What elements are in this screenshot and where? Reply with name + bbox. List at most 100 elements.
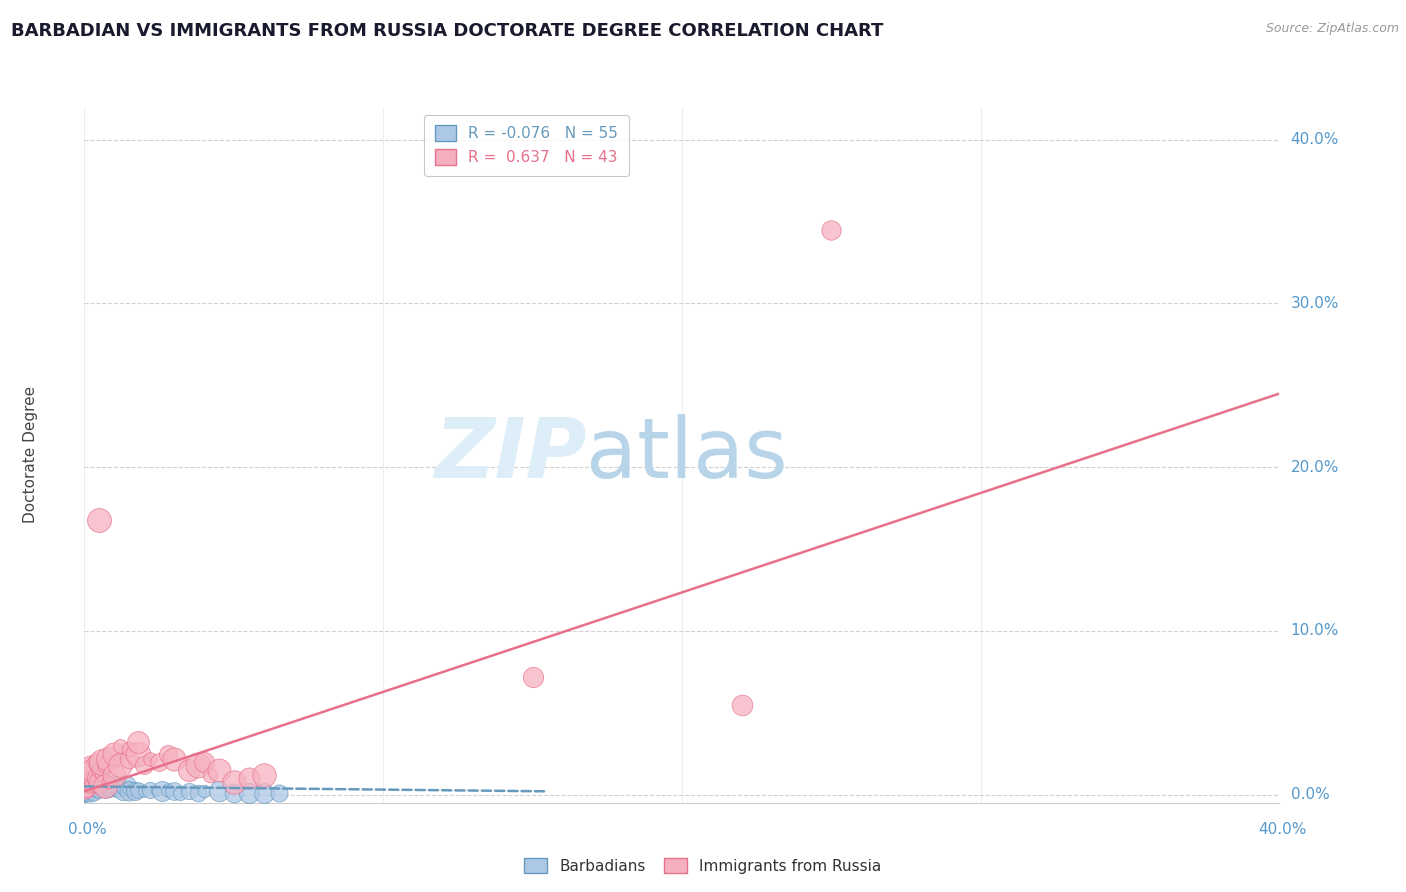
Point [86,776,108,790]
Point [89,774,111,789]
Point [105,784,128,798]
Point [193,784,215,798]
Point [97,774,120,789]
Point [193,755,215,769]
Legend: Barbadians, Immigrants from Russia: Barbadians, Immigrants from Russia [519,852,887,880]
Point [91,768,114,782]
Point [118,784,141,798]
Point [253,786,276,800]
Point [110,780,132,795]
Point [103,778,125,792]
Point [91,774,114,789]
Point [127,735,149,749]
Point [82,776,104,790]
Point [208,763,231,777]
Point [148,755,170,769]
Point [145,784,167,798]
Point [198,768,221,782]
Point [94,782,117,797]
Point [76,782,98,797]
Point [157,782,180,797]
Point [177,763,200,777]
Point [187,758,209,772]
Point [79,782,101,797]
Point [79,771,101,785]
Point [91,780,114,795]
Point [97,751,120,765]
Point [82,784,104,798]
Point [89,778,111,792]
Point [127,782,149,797]
Point [76,784,98,798]
Text: 0.0%: 0.0% [1291,787,1330,802]
Point [79,768,101,782]
Point [94,780,117,794]
Point [115,780,138,794]
Point [73,780,96,794]
Point [73,780,96,795]
Text: 40.0%: 40.0% [1258,822,1306,837]
Point [91,755,114,769]
Point [222,774,245,789]
Point [253,768,276,782]
Legend: R = -0.076   N = 55, R =  0.637   N = 43: R = -0.076 N = 55, R = 0.637 N = 43 [425,115,628,176]
Point [86,782,108,797]
Point [163,751,186,765]
Point [121,782,143,797]
Point [79,776,101,790]
Point [238,771,260,785]
Point [86,771,108,785]
Point [157,747,180,761]
Point [132,784,156,798]
Point [82,763,104,777]
Point [73,788,96,802]
Point [79,758,101,772]
Text: 40.0%: 40.0% [1291,132,1339,147]
Point [89,763,111,777]
Point [76,774,98,789]
Point [139,782,162,797]
Point [820,223,842,237]
Point [86,755,108,769]
Point [238,786,260,800]
Point [89,784,111,798]
Point [76,780,98,794]
Point [127,747,149,761]
Text: 0.0%: 0.0% [67,822,107,837]
Text: BARBADIAN VS IMMIGRANTS FROM RUSSIA DOCTORATE DEGREE CORRELATION CHART: BARBADIAN VS IMMIGRANTS FROM RUSSIA DOCT… [11,22,883,40]
Point [94,776,117,790]
Text: Doctorate Degree: Doctorate Degree [24,386,38,524]
Point [73,778,96,792]
Point [79,786,101,800]
Text: Source: ZipAtlas.com: Source: ZipAtlas.com [1265,22,1399,36]
Point [103,782,125,797]
Point [89,771,111,785]
Point [112,782,135,797]
Point [82,772,104,787]
Point [97,778,120,792]
Point [118,780,141,795]
Point [124,784,146,798]
Point [110,758,132,772]
Point [103,747,125,761]
Point [76,774,98,789]
Text: 30.0%: 30.0% [1291,296,1339,311]
Point [267,786,290,800]
Point [89,512,111,526]
Point [208,784,231,798]
Point [82,768,104,782]
Point [86,770,108,784]
Point [94,758,117,772]
Point [118,751,141,765]
Text: 20.0%: 20.0% [1291,459,1339,475]
Point [76,788,98,802]
Point [731,698,754,712]
Text: ZIP: ZIP [433,415,586,495]
Point [139,751,162,765]
Point [169,786,191,800]
Point [150,784,173,798]
Text: 10.0%: 10.0% [1291,624,1339,639]
Point [97,784,120,798]
Point [100,780,122,795]
Point [132,758,156,772]
